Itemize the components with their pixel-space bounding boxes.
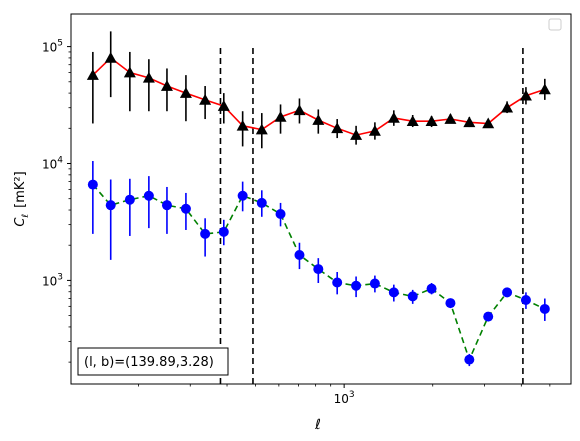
series-2-point-20 <box>445 298 456 309</box>
series-1-point-14 <box>331 122 344 134</box>
series-2-point-14 <box>332 277 343 288</box>
series-2-point-10 <box>256 197 267 208</box>
series-1-point-17 <box>387 112 400 123</box>
series-2-point-17 <box>388 287 399 298</box>
series-1-point-8 <box>217 100 230 111</box>
axis-ticks: 103 104 105 103 <box>42 39 551 406</box>
legend-box <box>548 18 562 31</box>
y-axis-label: Cℓ [mK²] <box>13 171 31 226</box>
series-2-point-24 <box>520 294 531 305</box>
series-2-point-11 <box>275 208 286 219</box>
series-1-point-7 <box>199 93 212 105</box>
series-2-point-1 <box>87 179 98 190</box>
series-1-point-20 <box>444 113 457 124</box>
series-1-point-13 <box>312 114 325 125</box>
series-1-point-1 <box>86 69 99 80</box>
series-1-point-11 <box>274 110 287 122</box>
y-tick-label-1: 103 <box>42 272 63 288</box>
series-1-point-23 <box>501 101 514 113</box>
series-1-point-15 <box>350 129 363 140</box>
x-axis-label: ℓ <box>314 417 321 433</box>
series-2-point-23 <box>502 287 513 298</box>
y-axis-label-symbol: C <box>13 217 28 227</box>
series-1-point-5 <box>160 80 173 91</box>
series-2-point-19 <box>426 283 437 294</box>
series-2-point-4 <box>143 190 154 201</box>
series-2-point-13 <box>313 264 324 275</box>
svg-text:Cℓ[mK²]: Cℓ [mK²] <box>13 171 31 226</box>
series-1-point-19 <box>425 115 438 127</box>
series-2-point-7 <box>200 228 211 239</box>
annotation: (l, b)=(139.89,3.28) <box>77 347 229 376</box>
series-1-point-2 <box>104 51 117 63</box>
y-axis-label-subscript: ℓ <box>21 214 31 219</box>
series-2 <box>87 161 550 367</box>
series-2-point-5 <box>161 200 172 211</box>
series-2-point-3 <box>124 194 135 205</box>
series-1-point-22 <box>482 117 495 129</box>
series-2-point-21 <box>464 354 475 365</box>
series-1-point-21 <box>463 116 476 128</box>
series-2-point-2 <box>105 200 116 211</box>
series-1-point-18 <box>406 115 419 127</box>
series-1-point-4 <box>142 71 155 83</box>
series-2-point-15 <box>351 280 362 291</box>
series-2-point-16 <box>369 278 380 289</box>
series-2-point-12 <box>294 249 305 260</box>
y-tick-label-2: 104 <box>42 155 63 171</box>
series-1 <box>86 31 551 149</box>
y-tick-label-3: 105 <box>42 39 63 55</box>
series-2-point-8 <box>218 226 229 237</box>
series-1-point-24 <box>519 89 532 101</box>
y-axis-label-unit: [mK²] <box>13 171 28 208</box>
x-tick-label-1: 103 <box>334 390 355 406</box>
annotation-box <box>77 347 229 376</box>
series-1-point-16 <box>368 124 381 136</box>
series-2-point-22 <box>483 311 494 322</box>
series-1-point-9 <box>236 119 249 131</box>
series-2-point-18 <box>407 291 418 302</box>
series-1-point-12 <box>293 104 306 116</box>
series-2-point-25 <box>539 303 550 314</box>
annotation-text: (l, b)=(139.89,3.28) <box>84 355 214 370</box>
series-1-point-25 <box>538 83 551 95</box>
plot-area <box>86 31 551 384</box>
series-2-point-6 <box>180 203 191 214</box>
series-1-point-3 <box>123 66 136 78</box>
series-1-point-6 <box>179 87 192 98</box>
series-1-point-10 <box>255 123 268 135</box>
series-2-point-9 <box>237 190 248 201</box>
